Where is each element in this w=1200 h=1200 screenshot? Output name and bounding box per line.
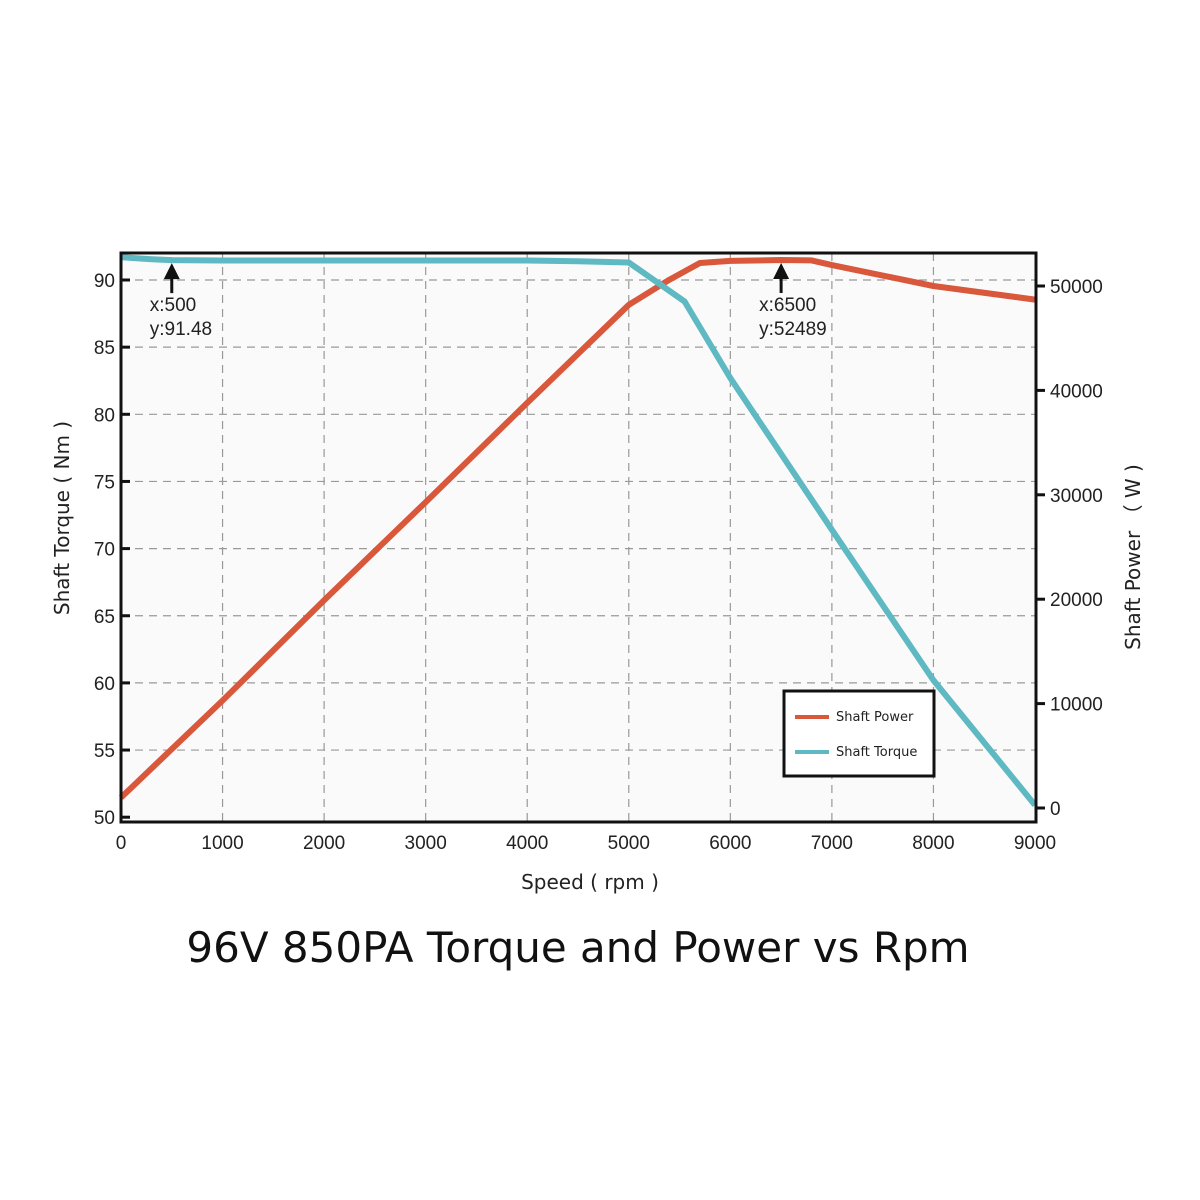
x-tick-label: 3000: [405, 833, 447, 854]
legend-label-shaft-torque: Shaft Torque: [836, 745, 917, 760]
chart-title: 96V 850PA Torque and Power vs Rpm: [186, 923, 969, 972]
legend: Shaft Power Shaft Torque: [782, 689, 936, 778]
annotations: x:500 y:91.48 x:6500 y:52489: [150, 263, 827, 340]
y-left-tick-label: 75: [94, 472, 115, 493]
x-tick-label: 1000: [201, 833, 243, 854]
y-left-tick-label: 60: [94, 674, 115, 695]
y-left-tick-label: 90: [94, 271, 115, 292]
y-right-tick-label: 50000: [1050, 277, 1103, 298]
x-tick-label: 5000: [608, 833, 650, 854]
y-axis-right-label: Shaft Power （ W ): [1121, 464, 1145, 650]
y-left-tick-label: 50: [94, 808, 115, 829]
y-axis-left-label: Shaft Torque ( Nm ): [50, 421, 74, 615]
y-right-tick-label: 20000: [1050, 590, 1103, 611]
x-tick-label: 9000: [1014, 833, 1056, 854]
x-tick-label: 0: [116, 833, 127, 854]
y-left-tick-label: 65: [94, 607, 115, 628]
x-tick-label: 4000: [506, 833, 548, 854]
series-lines: [118, 254, 1038, 807]
y-left-tick-label: 85: [94, 338, 115, 359]
y-right-tick-label: 0: [1050, 799, 1061, 820]
y-right-tick-label: 10000: [1050, 695, 1103, 716]
x-tick-label: 7000: [811, 833, 853, 854]
x-tick-label: 2000: [303, 833, 345, 854]
annotation-x: x:6500: [759, 295, 816, 316]
arrow-head-icon: [773, 263, 790, 280]
series-line-shaft-power: [118, 257, 1036, 800]
annotation-x: x:500: [150, 295, 196, 316]
y-left-tick-label: 70: [94, 540, 115, 561]
x-tick-label: 6000: [709, 833, 751, 854]
arrow-head-icon: [163, 263, 180, 280]
y-left-tick-label: 80: [94, 405, 115, 426]
series-line-shaft-torque: [120, 254, 1038, 807]
y-left-tick-label: 55: [94, 741, 115, 762]
plot-frame: [119, 251, 1038, 824]
y-right-tick-label: 30000: [1050, 486, 1103, 507]
ticks: 0 1000 2000 3000 4000 5000 6000 7000 8000 9000 50 5…: [94, 271, 1103, 854]
y-right-tick-label: 40000: [1050, 381, 1103, 402]
legend-label-shaft-power: Shaft Power: [836, 710, 914, 725]
annotation-y: y:91.48: [150, 319, 212, 340]
x-axis-label: Speed ( rpm ): [521, 870, 659, 894]
annotation-y: y:52489: [759, 319, 827, 340]
x-tick-label: 8000: [912, 833, 954, 854]
legend-box: [782, 689, 936, 778]
